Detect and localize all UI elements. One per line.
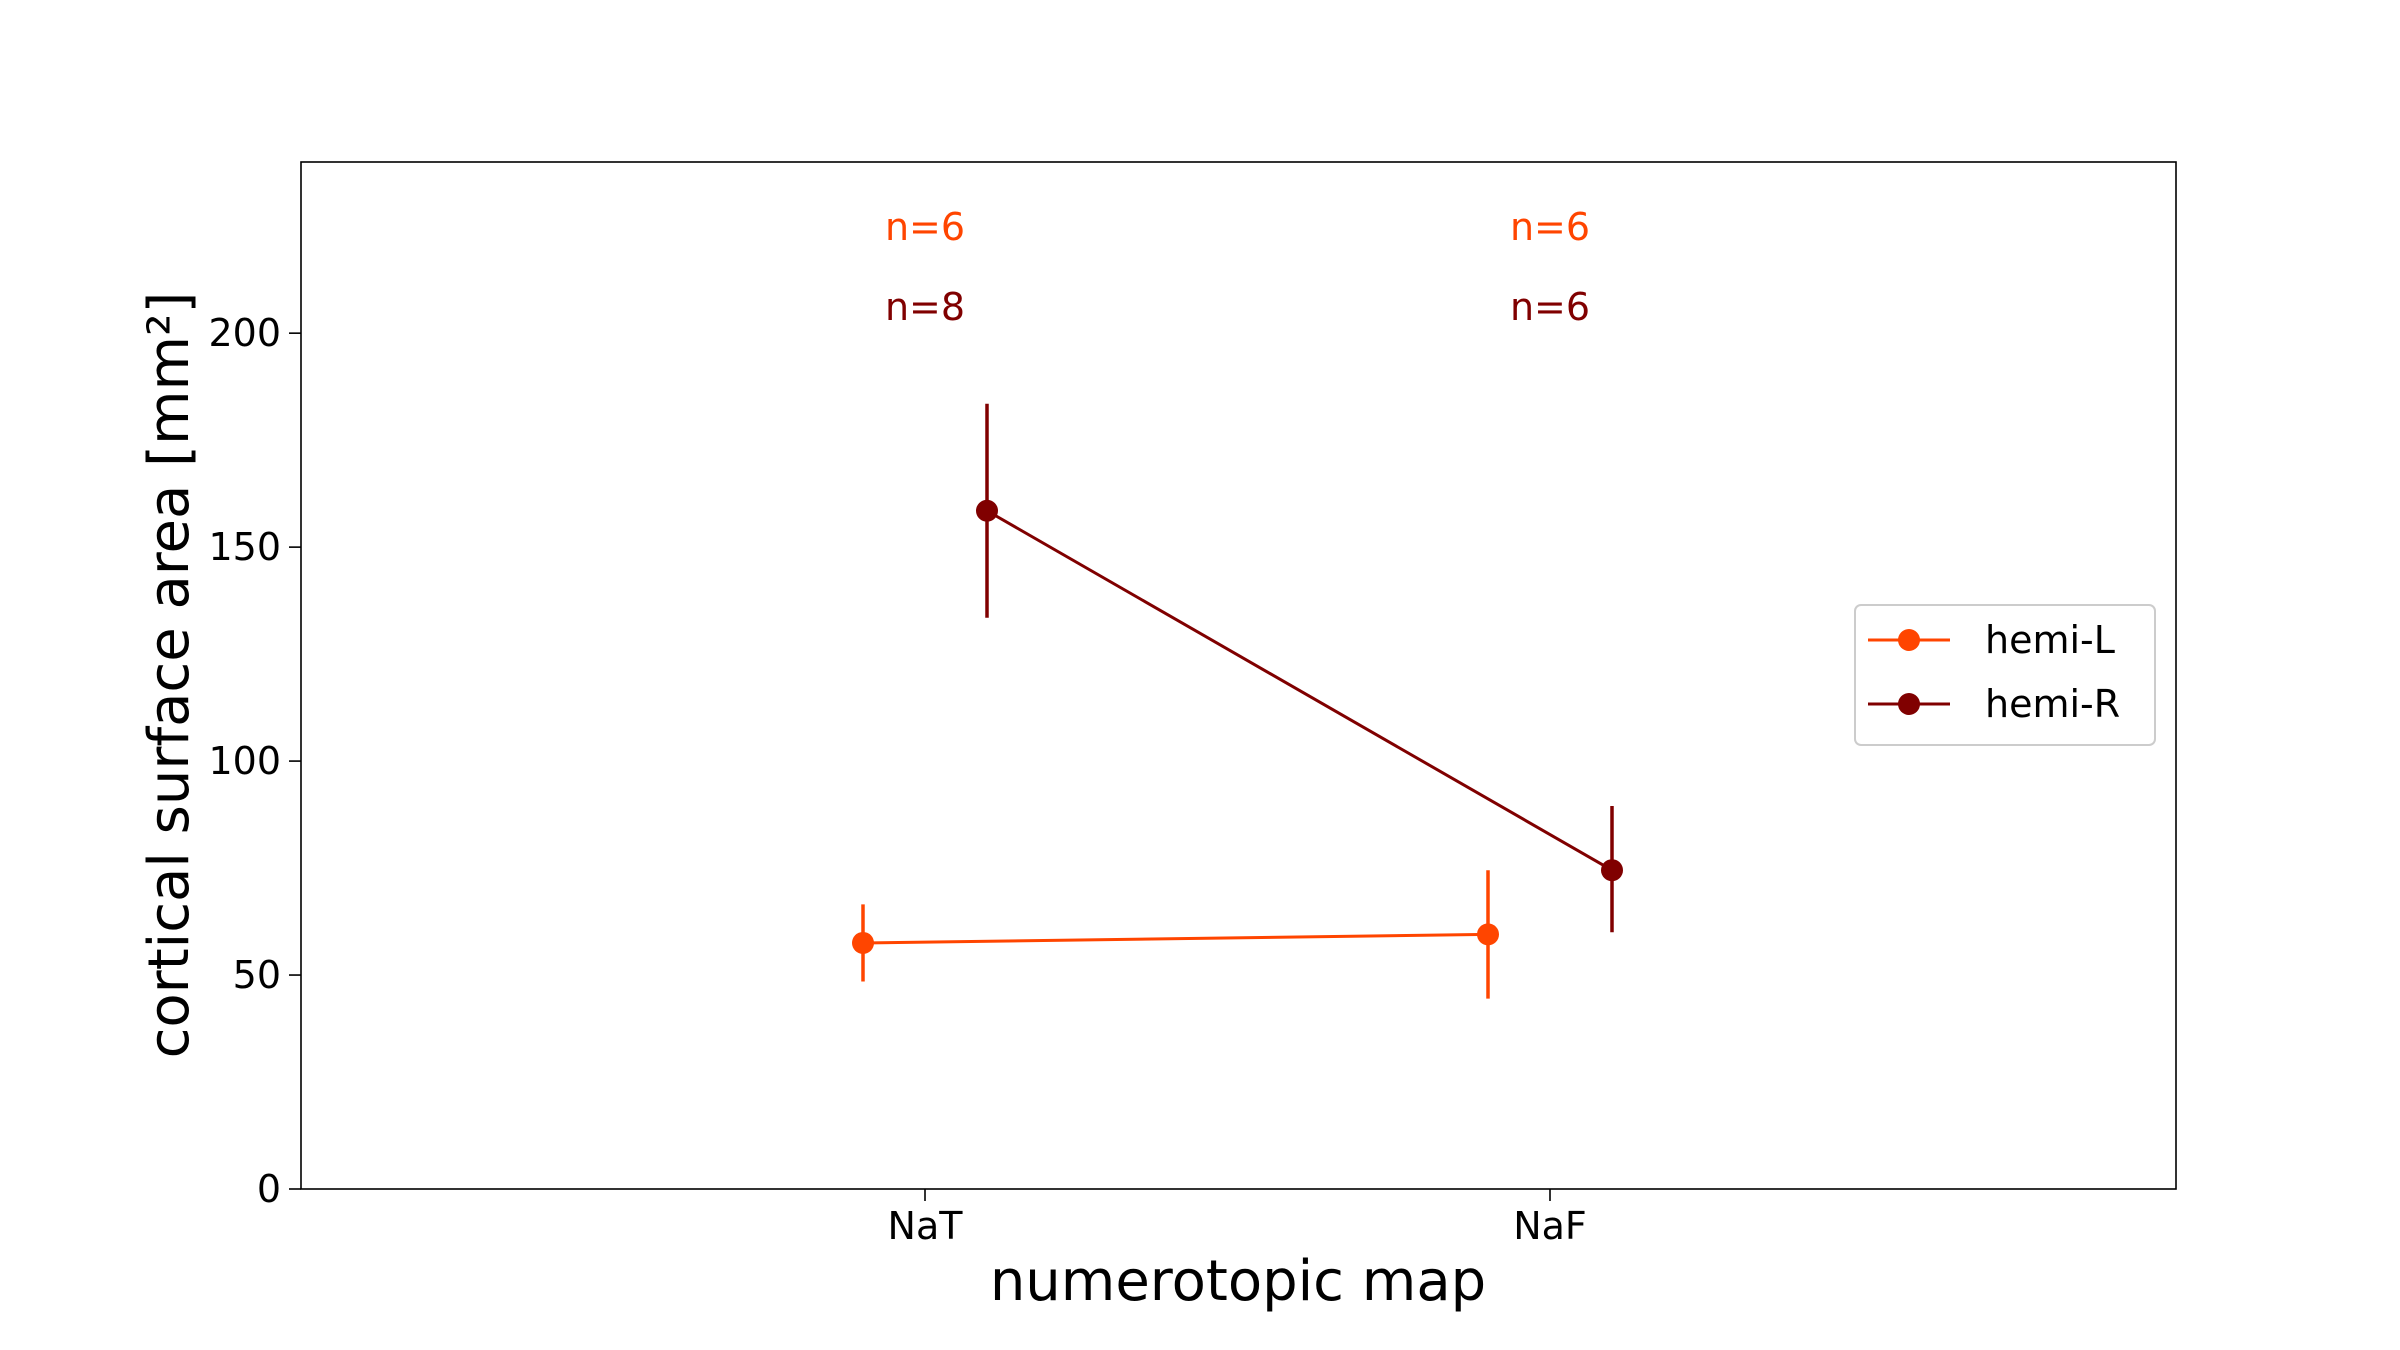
y-tick-label: 50 <box>233 953 281 997</box>
y-tick-label: 0 <box>257 1167 281 1211</box>
legend-label: hemi-R <box>1985 682 2120 726</box>
legend-label: hemi-L <box>1985 618 2115 662</box>
n-label: n=6 <box>1510 205 1590 249</box>
legend: hemi-L hemi-R <box>1854 604 2156 746</box>
n-label: n=8 <box>885 285 965 329</box>
y-tick-label: 200 <box>208 311 281 355</box>
n-label: n=6 <box>885 205 965 249</box>
legend-marker <box>1898 693 1920 715</box>
data-point <box>976 499 998 522</box>
x-axis-label: numerotopic map <box>990 1249 1486 1314</box>
chart-marks: 0 50 100 150 200 NaT NaF n=6 n=6 n=8 n=6 <box>208 205 1623 1248</box>
series-line-hemi-L <box>862 932 1489 945</box>
n-label: n=6 <box>1510 285 1590 329</box>
series-line-hemi-R <box>986 509 1613 872</box>
data-point <box>1477 923 1499 946</box>
y-axis-label: cortical surface area [mm²] <box>137 292 202 1059</box>
data-point <box>1601 859 1623 882</box>
y-tick-label: 100 <box>208 739 281 783</box>
x-tick-label: NaF <box>1513 1204 1587 1248</box>
y-tick-label: 150 <box>208 525 281 569</box>
data-point <box>852 931 874 954</box>
x-tick-label: NaT <box>888 1204 964 1248</box>
legend-marker <box>1898 629 1920 651</box>
